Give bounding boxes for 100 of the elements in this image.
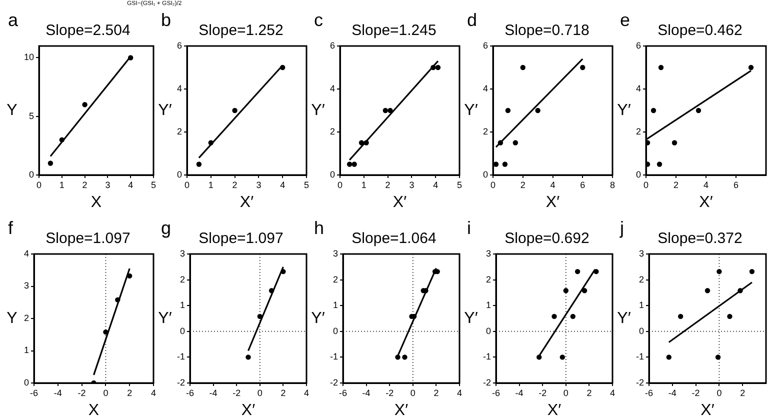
x-tick-label: 0 — [36, 180, 42, 190]
y-tick-label: -2 — [636, 377, 644, 388]
y-tick-label: -2 — [482, 377, 491, 388]
text: f — [8, 218, 14, 239]
y-tick-label: 6 — [330, 40, 336, 50]
y-tick-label: -1 — [482, 352, 491, 362]
y-axis-title: Y — [6, 102, 18, 119]
x-axis-title: X′ — [241, 402, 256, 419]
y-tick-label: 1 — [486, 300, 491, 310]
x-tick-label: 4 — [280, 180, 286, 190]
x-tick-label: 5 — [456, 180, 462, 190]
y-tick-label: 2 — [482, 126, 488, 136]
x-tick-label: 2 — [586, 388, 592, 398]
x-axis-title: X′ — [392, 194, 407, 211]
x-tick-label: -6 — [644, 388, 654, 398]
y-axis-title: Y′ — [158, 310, 172, 327]
x-tick-label: 4 — [610, 388, 616, 398]
x-axis-title: X′ — [699, 194, 713, 211]
x-tick-label: 2 — [82, 180, 88, 190]
y-tick-label: 0 — [636, 169, 642, 180]
y-tick-label: 6 — [636, 40, 642, 50]
y-tick-label: 0 — [24, 377, 30, 388]
chart-title: Slope=0.718 — [504, 22, 590, 40]
y-tick-label: 2 — [638, 274, 644, 284]
y-tick-label: -2 — [176, 377, 185, 388]
y-tick-label: 2 — [176, 126, 182, 136]
x-axis-title: X — [90, 194, 102, 211]
y-tick-label: 0 — [486, 326, 491, 336]
x-tick-label: -4 — [515, 388, 524, 398]
x-tick-label: 5 — [304, 180, 310, 190]
x-tick-label: -6 — [30, 388, 38, 398]
x-tick-label: 5 — [150, 180, 156, 190]
x-tick-label: 0 — [716, 388, 722, 398]
x-tick-label: -6 — [186, 388, 194, 398]
x-tick-label: 4 — [456, 388, 462, 398]
x-tick-label: -6 — [492, 388, 500, 398]
y-axis-title: Y′ — [311, 310, 325, 327]
x-tick-label: 4 — [304, 388, 310, 398]
y-tick-label: 0 — [482, 169, 488, 180]
x-tick-label: -2 — [232, 388, 241, 398]
y-tick-label: 2 — [330, 126, 336, 136]
x-tick-label: -6 — [338, 388, 348, 398]
y-tick-label: 2 — [486, 274, 491, 284]
x-tick-label: 4 — [150, 388, 156, 398]
y-tick-label: 2 — [636, 126, 642, 136]
x-tick-label: 0 — [257, 388, 262, 398]
y-tick-label: 1 — [332, 300, 338, 310]
x-axis-title: X′ — [700, 402, 714, 419]
x-tick-label: 3 — [256, 180, 262, 190]
y-tick-label: 4 — [636, 83, 642, 94]
y-axis-title: Y — [6, 310, 18, 327]
y-tick-label: 1 — [638, 300, 644, 310]
chart-title: Slope=2.504 — [46, 22, 130, 40]
y-axis-title: Y′ — [464, 102, 478, 119]
x-tick-label: 4 — [550, 180, 556, 190]
x-tick-label: 0 — [103, 388, 108, 398]
y-tick-label: 0 — [28, 169, 34, 180]
x-tick-label: -4 — [668, 388, 676, 398]
y-tick-label: 0 — [330, 169, 336, 180]
x-tick-label: 3 — [409, 180, 414, 190]
y-tick-label: 5 — [28, 110, 34, 121]
y-tick-label: 0 — [180, 326, 185, 336]
x-tick-label: 2 — [520, 180, 526, 190]
y-tick-label: 4 — [176, 83, 182, 94]
x-tick-label: -4 — [362, 388, 370, 398]
x-tick-label: 0 — [563, 388, 568, 398]
y-axis-title: Y′ — [617, 310, 631, 327]
y-tick-label: 10 — [24, 52, 34, 62]
text: b — [161, 10, 172, 31]
x-tick-label: -4 — [209, 388, 218, 398]
y-tick-label: 0 — [176, 169, 182, 180]
x-tick-label: -2 — [538, 388, 547, 398]
y-axis-title: Y′ — [311, 102, 325, 119]
text: e — [620, 10, 630, 31]
text: c — [314, 10, 323, 31]
x-axis-title: X′ — [394, 402, 408, 419]
y-tick-label: 3 — [180, 248, 185, 258]
chart-title: Slope=0.462 — [658, 22, 742, 40]
x-tick-label: 3 — [105, 180, 110, 190]
y-tick-label: -2 — [330, 377, 338, 388]
x-tick-label: 4 — [433, 180, 438, 190]
chart-title: Slope=0.372 — [658, 230, 742, 248]
chart-title: Slope=1.252 — [198, 22, 284, 40]
y-axis-title: Y′ — [464, 310, 478, 327]
y-axis-title: Y′ — [158, 102, 172, 119]
x-tick-label: 2 — [385, 180, 390, 190]
x-tick-label: -2 — [692, 388, 700, 398]
x-tick-label: 2 — [127, 388, 132, 398]
y-tick-label: 2 — [332, 274, 338, 284]
chart-title: Slope=1.245 — [352, 22, 436, 40]
text: a — [8, 10, 18, 31]
y-tick-label: 3 — [24, 280, 30, 291]
x-axis-title: X — [88, 402, 100, 419]
x-tick-label: 2 — [740, 388, 746, 398]
x-axis-title: X′ — [547, 402, 562, 419]
y-tick-label: 3 — [486, 248, 491, 258]
y-tick-label: -1 — [176, 352, 185, 362]
y-tick-label: 4 — [330, 83, 336, 94]
y-tick-label: 0 — [638, 326, 644, 336]
x-tick-label: 1 — [361, 180, 366, 190]
